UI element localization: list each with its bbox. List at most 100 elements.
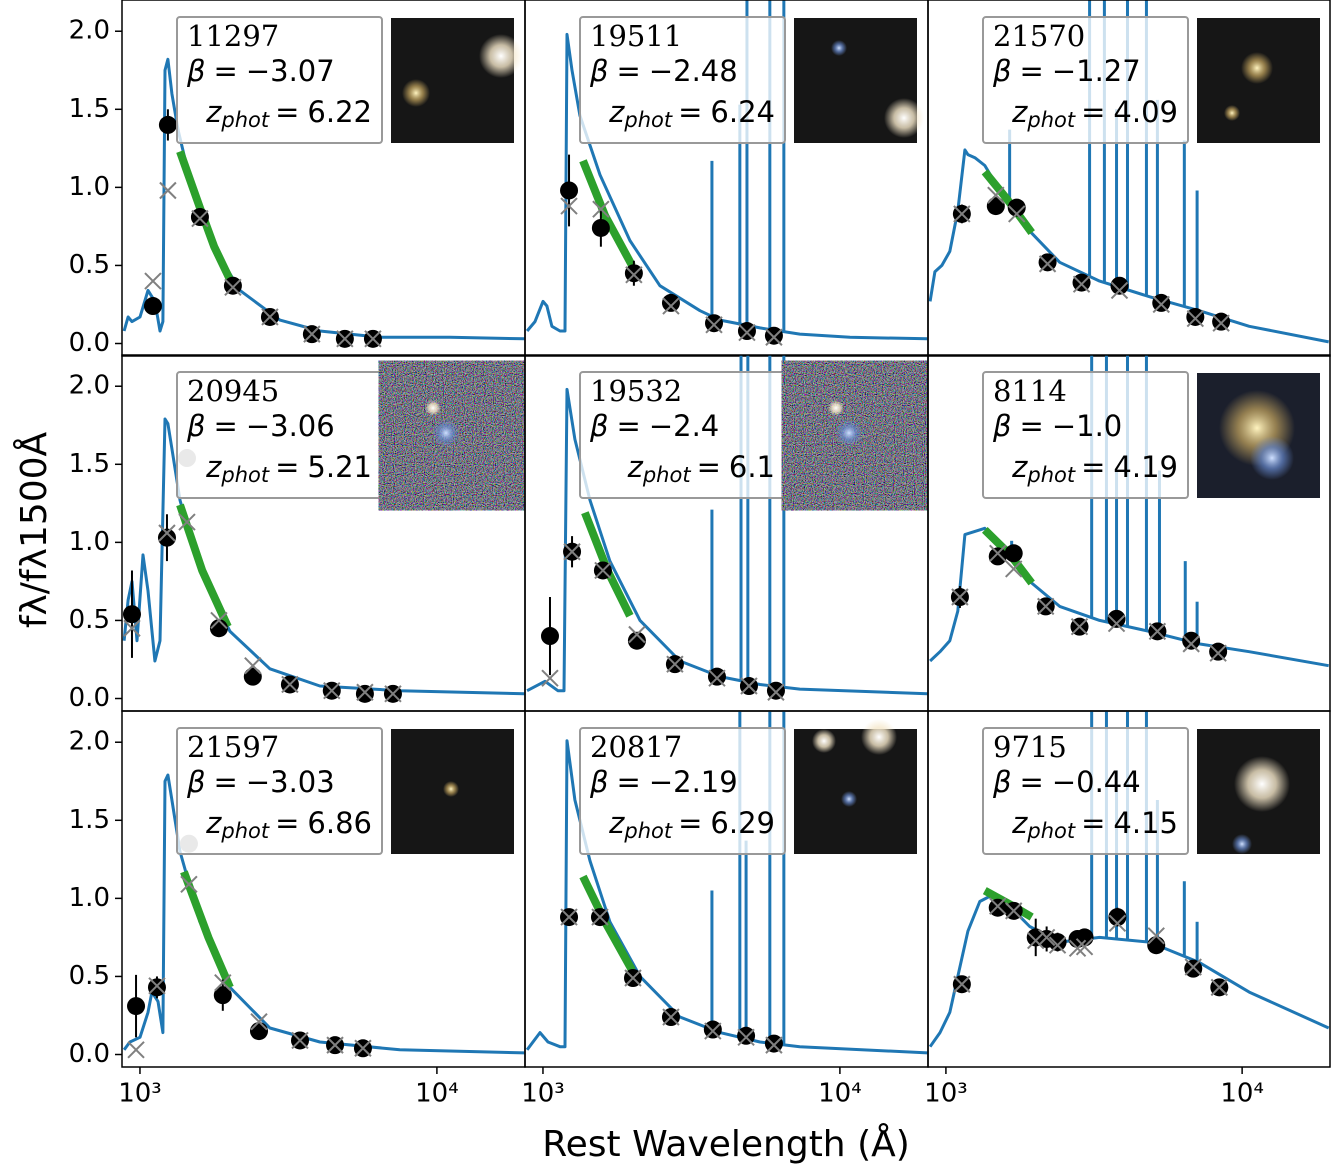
thumbnail-source — [831, 40, 847, 56]
photometry-point — [1108, 908, 1127, 927]
z-symbol: z — [205, 95, 222, 129]
beta-fit — [176, 503, 232, 629]
model-point — [244, 657, 262, 675]
beta-symbol: β — [186, 409, 206, 443]
z-symbol: z — [1011, 450, 1028, 484]
model-point — [989, 544, 1007, 563]
thumbnail — [1197, 18, 1320, 143]
z-subscript: phot — [642, 463, 691, 487]
x-tick-label: 10⁴ — [1220, 1079, 1264, 1109]
photometry-point — [737, 322, 756, 341]
model-point — [1075, 938, 1094, 956]
beta-symbol: β — [992, 54, 1012, 88]
zphot-value: 6.29 — [710, 806, 775, 840]
y-tick-label: 0.5 — [69, 605, 110, 635]
photometry-point — [190, 208, 209, 227]
model-point — [951, 588, 969, 606]
model-point — [1048, 936, 1067, 954]
photometry-point — [703, 1020, 722, 1039]
equals: = — [678, 95, 702, 129]
beta-fit — [579, 159, 636, 268]
model-point — [144, 272, 162, 290]
beta-value: −2.4 — [649, 409, 719, 443]
photometry-point — [591, 218, 610, 237]
thumbnail-source — [1232, 834, 1252, 854]
beta-fit — [180, 870, 234, 989]
x-tick-label: 10³ — [118, 1079, 162, 1109]
model-point — [594, 561, 612, 580]
photometry-point — [1038, 253, 1057, 272]
model-point — [159, 181, 177, 200]
photometry-point — [627, 631, 646, 650]
model-point — [1107, 614, 1126, 633]
model-point — [953, 975, 971, 993]
model-point — [705, 316, 723, 334]
thumbnail-bg — [794, 729, 917, 854]
y-tick-label: 0.5 — [69, 250, 110, 280]
x-tick-label: 10⁴ — [415, 1079, 459, 1109]
equals: = — [214, 54, 238, 88]
model-point — [1036, 597, 1055, 616]
object-id: 11297 — [187, 19, 279, 53]
zphot-value: 6.86 — [307, 806, 372, 840]
sed-line — [928, 892, 1330, 1048]
z-subscript: phot — [1026, 108, 1075, 132]
model-point — [178, 513, 196, 531]
model-point — [662, 1008, 680, 1026]
photometry-point — [127, 997, 146, 1016]
model-point — [704, 1022, 722, 1040]
beta-text: β = −3.06 — [186, 409, 335, 443]
equals: = — [697, 450, 721, 484]
beta-text: β = −1.27 — [992, 54, 1141, 88]
thumbnail — [1197, 373, 1320, 498]
model-point — [765, 1036, 783, 1054]
y-tick-label: 0.0 — [69, 1039, 110, 1069]
info-box — [176, 727, 383, 855]
panel-frame — [927, 0, 1331, 357]
model-point — [303, 325, 321, 343]
beta-symbol: β — [186, 765, 206, 799]
model-point — [1212, 314, 1230, 332]
model-point — [1068, 939, 1087, 958]
model-point — [1037, 928, 1056, 947]
zphot-value: 6.22 — [307, 95, 372, 129]
thumbnail-source — [425, 400, 441, 416]
x-tick-label: 10⁴ — [818, 1079, 862, 1109]
y-tick-label: 0.5 — [69, 961, 110, 991]
model-point — [210, 611, 228, 630]
equals: = — [1020, 765, 1044, 799]
equals: = — [275, 806, 299, 840]
thumbnail — [391, 18, 523, 143]
photometry-point — [1152, 293, 1171, 312]
photometry-point — [209, 619, 228, 638]
equals: = — [275, 450, 299, 484]
model-point — [148, 977, 166, 995]
z-subscript: phot — [1026, 819, 1075, 843]
model-point — [628, 625, 646, 644]
object-id: 19511 — [590, 19, 682, 53]
zphot-value: 6.1 — [729, 450, 775, 484]
photometry-point — [143, 297, 162, 316]
equals: = — [678, 806, 702, 840]
y-tick-label: 1.5 — [69, 449, 110, 479]
model-point — [364, 330, 382, 348]
info-box — [579, 371, 786, 499]
model-point — [1005, 902, 1023, 920]
object-id: 8114 — [993, 374, 1067, 408]
x-tick-label: 10³ — [924, 1079, 968, 1109]
photometry-point — [1147, 936, 1166, 955]
model-point — [1148, 622, 1167, 641]
y-tick-label: 1.0 — [69, 527, 110, 557]
photometry-point — [988, 898, 1007, 917]
z-subscript: phot — [623, 819, 672, 843]
zphot-value: 4.15 — [1113, 806, 1178, 840]
photometry-point — [1212, 312, 1231, 331]
thumbnail — [794, 18, 924, 143]
model-point — [666, 655, 684, 673]
thumbnail — [391, 373, 514, 498]
beta-value: −3.07 — [246, 54, 335, 88]
z-symbol: z — [205, 806, 222, 840]
